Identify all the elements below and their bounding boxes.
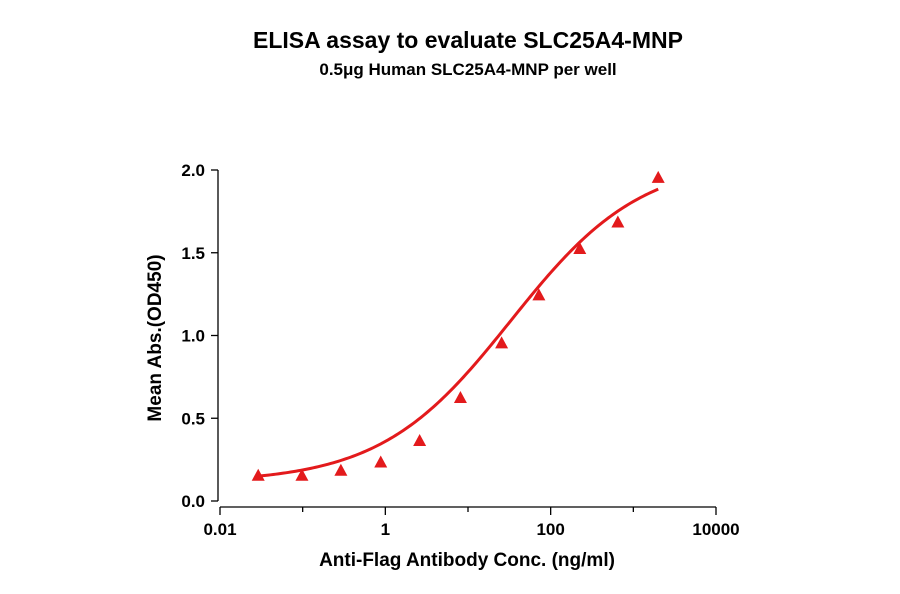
fit-curve	[258, 187, 659, 478]
y-tick-label: 0.5	[181, 409, 205, 428]
x-tick-label: 100	[536, 520, 564, 539]
data-point	[334, 463, 348, 476]
plot-area: 0.0 0.5 1.0 1.5 2.0 0.01 1 100 10000	[181, 161, 739, 539]
data-point	[374, 455, 388, 468]
data-point	[651, 170, 665, 183]
data-point	[573, 242, 587, 254]
y-tick-label: 1.5	[181, 244, 205, 263]
y-tick-label: 1.0	[181, 327, 205, 346]
data-point	[532, 288, 546, 301]
data-point	[453, 390, 467, 403]
data-point	[295, 468, 309, 481]
chart-title: ELISA assay to evaluate SLC25A4-MNP	[253, 27, 683, 53]
x-axis-label: Anti-Flag Antibody Conc. (ng/ml)	[319, 550, 615, 571]
chart-subtitle: 0.5μg Human SLC25A4-MNP per well	[319, 60, 616, 79]
y-tick-label: 2.0	[181, 161, 205, 180]
data-point	[495, 336, 509, 349]
data-point	[413, 433, 427, 446]
x-tick-label: 0.01	[203, 520, 236, 539]
y-tick-label: 0.0	[181, 492, 205, 511]
x-tick-label: 10000	[692, 520, 739, 539]
data-point	[611, 215, 625, 228]
x-tick-label: 1	[381, 520, 390, 539]
y-axis-label: Mean Abs.(OD450)	[145, 254, 166, 421]
data-point	[251, 468, 265, 481]
